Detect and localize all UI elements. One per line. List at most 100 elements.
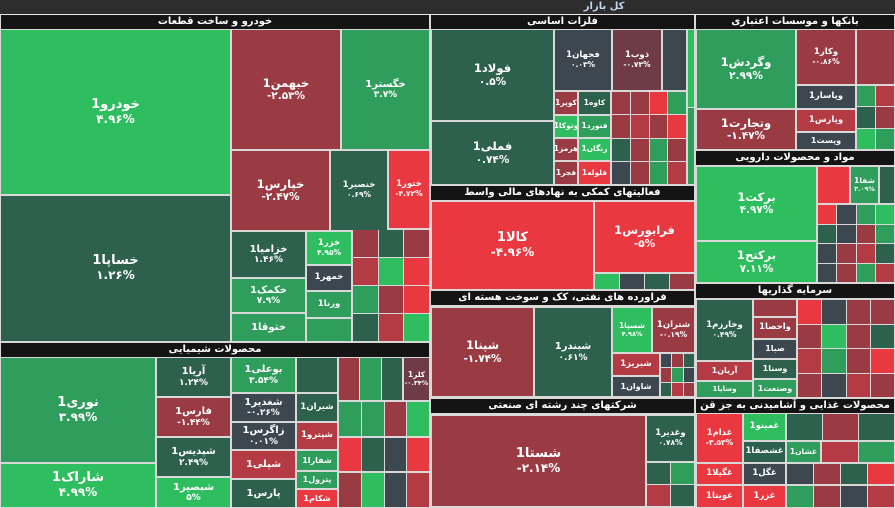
stock-tile[interactable]: ذوب1 -۰.۷۳% xyxy=(613,30,661,90)
stock-tile[interactable]: غشان1 xyxy=(787,442,820,462)
mosaic-tile[interactable] xyxy=(754,300,796,316)
stock-tile[interactable]: شفا1 ۳.۰۹% xyxy=(851,167,878,203)
mosaic-tile[interactable] xyxy=(880,167,894,203)
stock-tile[interactable]: فرابورس1 -۵% xyxy=(595,202,694,272)
mosaic-tile[interactable] xyxy=(384,473,407,507)
mosaic-tile[interactable] xyxy=(818,224,837,243)
sector-header[interactable]: بانکها و موسسات اعتباری xyxy=(696,15,894,29)
mosaic-tile[interactable] xyxy=(876,107,894,128)
mosaic-tile[interactable] xyxy=(787,486,813,507)
mosaic-tile[interactable] xyxy=(671,485,694,506)
stock-tile[interactable]: وکار1 -۰.۸۶% xyxy=(797,30,855,84)
stock-tile[interactable]: غگیلا1 xyxy=(697,464,742,484)
sector-header[interactable]: مواد و محصولات دارویی xyxy=(696,151,894,165)
stock-tile[interactable]: خزامیا1 ۱.۴۶% xyxy=(232,232,305,277)
mosaic-tile[interactable] xyxy=(856,205,875,224)
stock-tile[interactable]: ختوقا1 xyxy=(232,314,305,341)
stock-tile[interactable]: فلوله1 xyxy=(579,162,610,184)
mosaic-tile[interactable] xyxy=(875,244,894,263)
mosaic-tile[interactable] xyxy=(630,115,649,138)
mosaic-tile[interactable] xyxy=(378,286,404,313)
mosaic-tile[interactable] xyxy=(876,86,894,107)
mosaic-tile[interactable] xyxy=(630,161,649,184)
mosaic-tile[interactable] xyxy=(688,30,694,107)
mosaic-tile[interactable] xyxy=(814,464,840,484)
mosaic-tile[interactable] xyxy=(870,349,894,373)
mosaic-tile[interactable] xyxy=(837,205,856,224)
mosaic-tile[interactable] xyxy=(339,402,361,436)
mosaic-tile[interactable] xyxy=(787,464,813,484)
sector-header[interactable]: محصولات شیمیایی xyxy=(1,343,429,357)
mosaic-tile[interactable] xyxy=(663,30,686,90)
mosaic-tile[interactable] xyxy=(837,244,856,263)
stock-tile[interactable]: وگردش1 ۲.۹۹% xyxy=(697,30,795,108)
stock-tile[interactable]: آریا1 ۱.۲۴% xyxy=(157,358,230,396)
mosaic-tile[interactable] xyxy=(814,486,840,507)
mosaic-tile[interactable] xyxy=(846,349,870,373)
mosaic-tile[interactable] xyxy=(818,263,837,282)
mosaic-tile[interactable] xyxy=(630,138,649,161)
stock-tile[interactable]: غگل1 xyxy=(744,464,785,484)
mosaic-tile[interactable] xyxy=(798,300,822,324)
mosaic-tile[interactable] xyxy=(868,486,894,507)
mosaic-tile[interactable] xyxy=(672,382,683,396)
sector-header[interactable]: سرمایه گذاریها xyxy=(696,284,894,298)
stock-tile[interactable]: وخارزم1 ۰.۴۹% xyxy=(697,300,752,360)
mosaic-tile[interactable] xyxy=(672,368,683,382)
mosaic-tile[interactable] xyxy=(857,107,875,128)
mosaic-tile[interactable] xyxy=(361,438,384,471)
mosaic-tile[interactable] xyxy=(360,358,381,400)
stock-tile[interactable]: غویتا1 xyxy=(697,486,742,507)
mosaic-tile[interactable] xyxy=(787,414,822,440)
stock-tile[interactable]: برکت1 ۴.۹۷% xyxy=(697,167,816,240)
stock-tile[interactable]: برکتح1 ۷.۱۱% xyxy=(697,242,816,282)
mosaic-tile[interactable] xyxy=(822,373,846,397)
mosaic-tile[interactable] xyxy=(857,30,894,84)
mosaic-tile[interactable] xyxy=(297,358,337,392)
mosaic-tile[interactable] xyxy=(361,473,384,507)
stock-tile[interactable]: کویر1 xyxy=(555,92,577,114)
stock-tile[interactable]: شتران1 -۰.۱۹% xyxy=(653,308,694,352)
mosaic-tile[interactable] xyxy=(856,224,875,243)
mosaic-tile[interactable] xyxy=(407,473,429,507)
mosaic-tile[interactable] xyxy=(846,300,870,324)
mosaic-tile[interactable] xyxy=(339,473,361,507)
stock-tile[interactable]: شپنا1 -۱.۷۴% xyxy=(432,308,533,396)
stock-tile[interactable]: فملی1 ۰.۷۴% xyxy=(432,122,553,184)
stock-tile[interactable]: خساپا1 ۱.۲۶% xyxy=(1,196,230,341)
stock-tile[interactable]: شاراک1 ۴.۹۹% xyxy=(1,464,155,507)
mosaic-tile[interactable] xyxy=(661,368,672,382)
mosaic-tile[interactable] xyxy=(620,274,644,289)
mosaic-tile[interactable] xyxy=(612,161,630,184)
stock-tile[interactable]: واحصا1 xyxy=(754,318,796,338)
mosaic-tile[interactable] xyxy=(671,463,694,484)
mosaic-tile[interactable] xyxy=(683,382,694,396)
mosaic-tile[interactable] xyxy=(822,442,858,462)
mosaic-tile[interactable] xyxy=(870,300,894,324)
stock-tile[interactable]: شفارا1 xyxy=(297,451,337,470)
stock-tile[interactable]: شپلی1 xyxy=(232,451,295,478)
sector-header[interactable]: شرکتهای چند رشته ای صنعتی xyxy=(431,399,694,413)
mosaic-tile[interactable] xyxy=(353,230,378,257)
sector-header[interactable]: خودرو و ساخت قطعات xyxy=(1,15,429,29)
mosaic-tile[interactable] xyxy=(649,161,668,184)
mosaic-tile[interactable] xyxy=(661,382,672,396)
stock-tile[interactable]: کاوه1 xyxy=(579,92,610,114)
mosaic-tile[interactable] xyxy=(683,354,694,368)
mosaic-tile[interactable] xyxy=(846,324,870,348)
stock-tile[interactable]: شغدیر1 -۰.۲۶% xyxy=(232,394,295,421)
mosaic-tile[interactable] xyxy=(856,263,875,282)
stock-tile[interactable]: وصنعت1 xyxy=(754,380,796,397)
mosaic-tile[interactable] xyxy=(378,258,404,285)
sector-header[interactable]: فراورده های نفتی، کک و سوخت هسته ای xyxy=(431,291,694,305)
stock-tile[interactable]: خزر1 ۴.۹۵% xyxy=(307,232,351,264)
stock-tile[interactable]: شپدیس1 ۲.۴۹% xyxy=(157,438,230,476)
stock-tile[interactable]: شکام1 xyxy=(297,490,337,507)
mosaic-tile[interactable] xyxy=(870,324,894,348)
stock-tile[interactable]: کلر1 -۰.۳۴% xyxy=(404,358,429,400)
mosaic-tile[interactable] xyxy=(378,314,404,341)
stock-tile[interactable]: خودرو1 ۴.۹۶% xyxy=(1,30,230,194)
sector-header[interactable]: محصولات غذایی و آشامیدنی به جز قن xyxy=(696,399,894,413)
mosaic-tile[interactable] xyxy=(404,258,429,285)
mosaic-tile[interactable] xyxy=(841,464,867,484)
